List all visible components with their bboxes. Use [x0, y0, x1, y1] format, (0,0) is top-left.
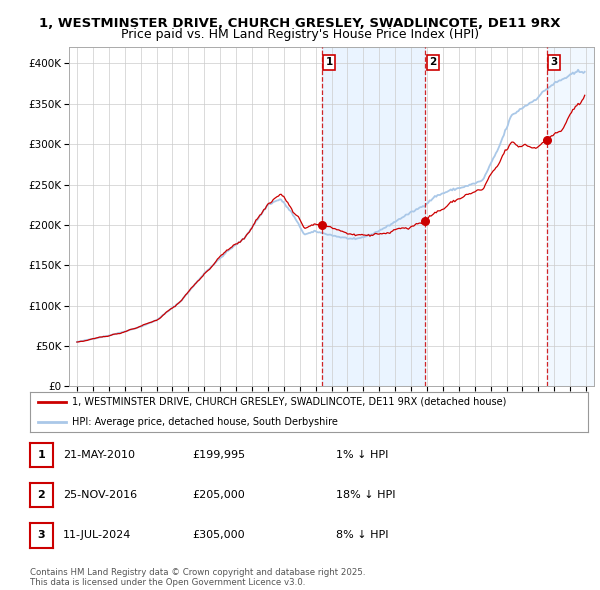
Text: 1: 1 [38, 450, 45, 460]
Bar [547, 47, 594, 386]
Text: £205,000: £205,000 [192, 490, 245, 500]
Text: 2: 2 [430, 57, 437, 67]
Text: 3: 3 [551, 57, 558, 67]
Text: 18% ↓ HPI: 18% ↓ HPI [336, 490, 395, 500]
Text: Contains HM Land Registry data © Crown copyright and database right 2025.
This d: Contains HM Land Registry data © Crown c… [30, 568, 365, 587]
Text: 21-MAY-2010: 21-MAY-2010 [63, 450, 135, 460]
Text: £199,995: £199,995 [192, 450, 245, 460]
Text: 1% ↓ HPI: 1% ↓ HPI [336, 450, 388, 460]
Text: £305,000: £305,000 [192, 530, 245, 540]
Text: 1, WESTMINSTER DRIVE, CHURCH GRESLEY, SWADLINCOTE, DE11 9RX: 1, WESTMINSTER DRIVE, CHURCH GRESLEY, SW… [39, 17, 561, 30]
Text: 1: 1 [326, 57, 333, 67]
Bar [322, 47, 425, 386]
Text: 2: 2 [38, 490, 45, 500]
Text: HPI: Average price, detached house, South Derbyshire: HPI: Average price, detached house, Sout… [72, 417, 338, 427]
Text: 8% ↓ HPI: 8% ↓ HPI [336, 530, 389, 540]
Text: 3: 3 [38, 530, 45, 540]
Text: Price paid vs. HM Land Registry's House Price Index (HPI): Price paid vs. HM Land Registry's House … [121, 28, 479, 41]
Text: 25-NOV-2016: 25-NOV-2016 [63, 490, 137, 500]
Text: 1, WESTMINSTER DRIVE, CHURCH GRESLEY, SWADLINCOTE, DE11 9RX (detached house): 1, WESTMINSTER DRIVE, CHURCH GRESLEY, SW… [72, 397, 506, 407]
Text: 11-JUL-2024: 11-JUL-2024 [63, 530, 131, 540]
